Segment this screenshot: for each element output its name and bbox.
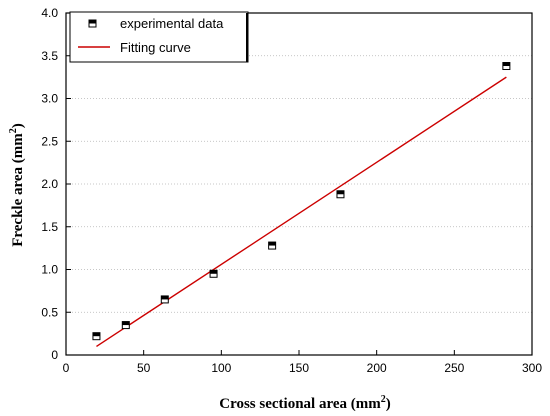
x-tick-label: 300 [522, 361, 542, 375]
y-tick-label: 3.5 [41, 49, 58, 63]
legend-marker-experimental-data [88, 19, 97, 28]
y-tick-label: 1.5 [41, 220, 58, 234]
fitting-curve-line [96, 76, 507, 348]
y-tick-label: 0 [51, 348, 58, 362]
y-tick-label: 3.0 [41, 92, 58, 106]
data-point [92, 332, 101, 341]
legend-label-fitting-curve: Fitting curve [120, 40, 191, 55]
x-tick-label: 250 [444, 361, 464, 375]
y-axis-title: Freckle area (mm2) [8, 123, 26, 247]
x-tick-label: 0 [63, 361, 70, 375]
y-tick-label: 1.0 [41, 263, 58, 277]
data-point [268, 241, 277, 250]
data-point [160, 295, 169, 304]
x-tick-label: 100 [211, 361, 231, 375]
legend-box [69, 11, 249, 63]
data-point [121, 321, 130, 330]
data-point [336, 190, 345, 199]
experimental-data-series [92, 62, 511, 341]
y-axis: 0 0.5 1.0 1.5 2.0 2.5 3.0 3.5 4.0 [41, 6, 71, 362]
y-tick-label: 4.0 [41, 6, 58, 20]
fitting-curve-series [96, 76, 507, 348]
x-axis: 0 50 100 150 200 250 300 [63, 350, 542, 375]
y-tick-label: 2.0 [41, 177, 58, 191]
gridlines [66, 55, 532, 313]
y-tick-label: 2.5 [41, 134, 58, 148]
data-point [502, 62, 511, 71]
x-tick-label: 150 [289, 361, 309, 375]
x-axis-title: Cross sectional area (mm2) [219, 394, 391, 412]
x-tick-label: 200 [367, 361, 387, 375]
y-tick-label: 0.5 [41, 305, 58, 319]
legend-label-experimental-data: experimental data [120, 16, 224, 31]
legend: experimental data Fitting curve [69, 11, 249, 63]
data-point [209, 269, 218, 278]
x-tick-label: 50 [137, 361, 151, 375]
